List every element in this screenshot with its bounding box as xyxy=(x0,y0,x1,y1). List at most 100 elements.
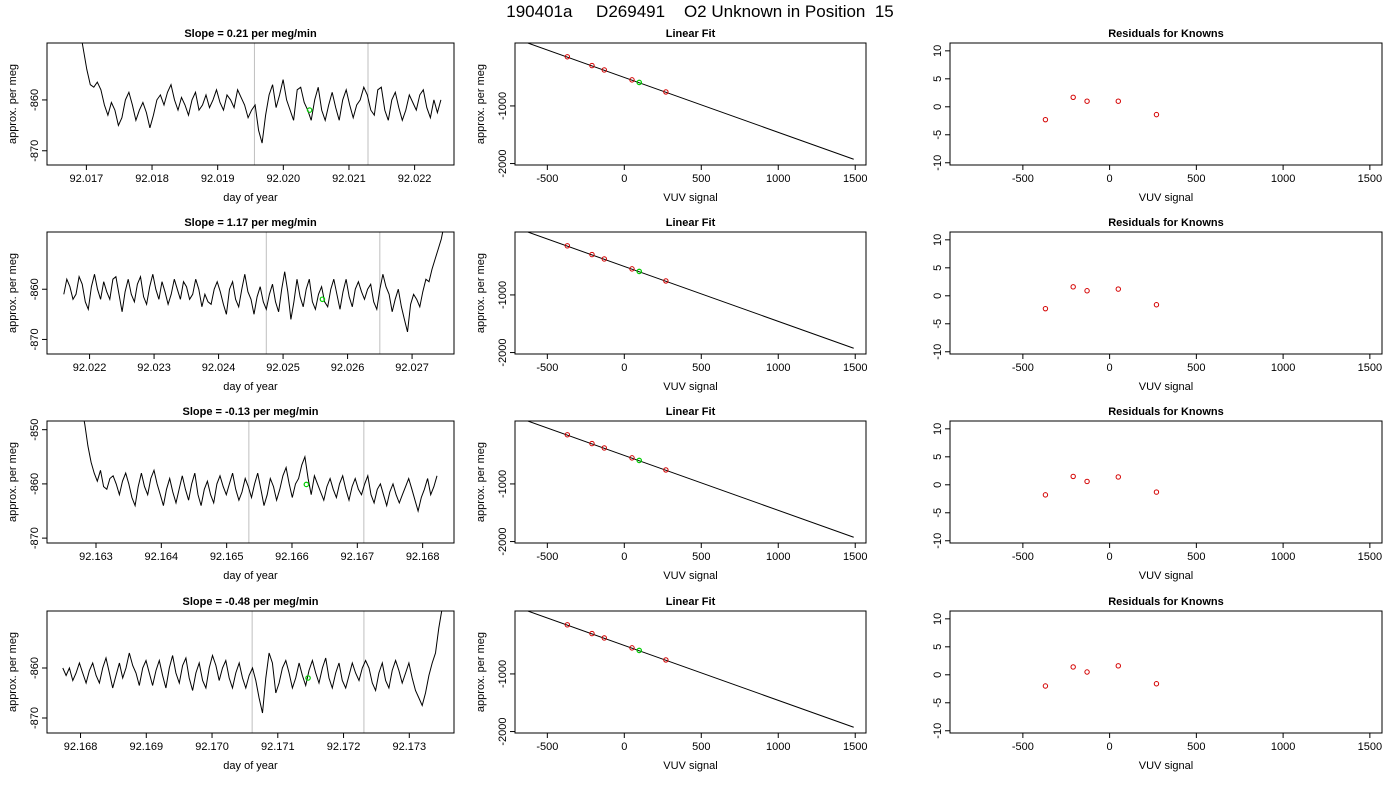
x-tick-label: 1000 xyxy=(1271,551,1295,563)
x-tick-label: 1500 xyxy=(1358,551,1382,563)
known-point xyxy=(564,243,571,249)
y-tick-label: -5 xyxy=(932,130,944,140)
y-tick-label: -1000 xyxy=(497,92,509,120)
x-tick-label: 500 xyxy=(692,362,710,374)
plot-frame xyxy=(46,42,455,166)
x-tick-label: 92.025 xyxy=(266,362,300,374)
residual-point xyxy=(1153,489,1160,495)
known-point xyxy=(601,256,607,262)
y-tick-label: 0 xyxy=(932,293,944,299)
residual-point xyxy=(1042,305,1049,312)
plot-frame xyxy=(514,231,867,355)
y-tick-label: -2000 xyxy=(497,717,509,745)
residual-point xyxy=(1042,492,1049,498)
plot-area xyxy=(526,43,854,160)
y-tick-label: 0 xyxy=(932,672,944,678)
x-tick-label: 92.019 xyxy=(201,173,235,185)
residual-point xyxy=(1153,302,1160,308)
plot-area xyxy=(83,421,438,543)
x-tick-label: 500 xyxy=(1187,173,1205,185)
panel-title: Residuals for Knowns xyxy=(1108,406,1224,418)
plot-area xyxy=(526,421,854,538)
residual-point xyxy=(1084,98,1090,104)
panel-1-0: Slope = 1.17 per meg/min 92.022 92.023 92.0… xyxy=(7,217,455,393)
x-tick-label: 92.163 xyxy=(79,551,113,563)
known-point xyxy=(629,77,635,83)
plot-area xyxy=(62,611,443,733)
residual-point xyxy=(1070,473,1076,480)
y-tick-label: -5 xyxy=(932,508,944,518)
x-tick-label: 92.167 xyxy=(340,551,374,563)
x-tick-label: -500 xyxy=(1012,173,1034,185)
x-tick-label: 92.166 xyxy=(275,551,309,563)
y-tick-label: -860 xyxy=(29,89,41,111)
panel-2-2: Residuals for Knowns -500 0 500 1000 1500 -10 -… xyxy=(932,406,1383,582)
x-tick-label: 0 xyxy=(1107,551,1113,563)
plot-frame xyxy=(514,610,867,734)
x-tick-label: 0 xyxy=(1107,362,1113,374)
y-axis-label: approx. per meg xyxy=(7,442,19,522)
figure-title: 190401a D269491 O2 Unknown in Position 1… xyxy=(506,2,894,21)
x-tick-label: 0 xyxy=(621,173,627,185)
x-tick-label: -500 xyxy=(536,551,558,563)
x-axis-label: VUV signal xyxy=(663,760,717,772)
y-tick-label: -10 xyxy=(932,723,944,739)
data-trace xyxy=(63,232,444,333)
x-axis-label: VUV signal xyxy=(1139,381,1193,393)
y-tick-label: -2000 xyxy=(497,338,509,366)
panel-title: Linear Fit xyxy=(666,596,716,608)
y-tick-label: -2000 xyxy=(497,149,509,177)
average-point xyxy=(306,107,313,113)
x-tick-label: 1000 xyxy=(1271,362,1295,374)
fit-line xyxy=(526,421,854,538)
x-axis-label: VUV signal xyxy=(1139,760,1193,772)
y-tick-label: -1000 xyxy=(497,470,509,498)
x-tick-label: -500 xyxy=(536,362,558,374)
residual-point xyxy=(1115,663,1121,669)
known-point xyxy=(589,440,595,447)
panel-title: Linear Fit xyxy=(666,217,716,229)
residual-point xyxy=(1042,683,1049,689)
panel-3-2: Residuals for Knowns -500 0 500 1000 1500 -10 -… xyxy=(932,596,1383,772)
panel-2-1: Linear Fit -500 0 500 1000 1500 -1000 -2000 VUV … xyxy=(475,406,867,582)
x-tick-label: 92.165 xyxy=(210,551,244,563)
x-tick-label: 0 xyxy=(621,741,627,753)
known-point xyxy=(629,266,635,272)
residual-point xyxy=(1070,94,1076,100)
y-axis-label: approx. per meg xyxy=(7,632,19,712)
y-tick-label: -1000 xyxy=(497,281,509,309)
panel-0-0: Slope = 0.21 per meg/min 92.017 92.018 92.0… xyxy=(7,28,455,204)
y-tick-label: -10 xyxy=(932,155,944,171)
x-tick-label: 92.023 xyxy=(137,362,171,374)
y-tick-label: -10 xyxy=(932,344,944,360)
x-tick-label: 1000 xyxy=(766,173,790,185)
y-axis-label: approx. per meg xyxy=(7,253,19,333)
y-tick-label: 0 xyxy=(932,104,944,110)
plot-area xyxy=(81,43,442,165)
x-tick-label: 92.026 xyxy=(331,362,365,374)
y-tick-label: -5 xyxy=(932,698,944,708)
y-tick-label: 10 xyxy=(932,423,944,435)
x-tick-label: 92.172 xyxy=(327,741,361,753)
x-tick-label: 92.171 xyxy=(261,741,295,753)
x-tick-label: 92.027 xyxy=(395,362,429,374)
plot-area xyxy=(1042,284,1160,312)
y-axis-label: approx. per meg xyxy=(475,632,487,712)
average-point xyxy=(303,481,310,488)
x-tick-label: -500 xyxy=(1012,741,1034,753)
panel-title: Residuals for Knowns xyxy=(1108,217,1224,229)
residual-point xyxy=(1153,111,1160,118)
plot-frame xyxy=(46,231,455,355)
panel-title: Slope = 0.21 per meg/min xyxy=(184,28,317,40)
average-point xyxy=(319,296,326,303)
residual-point xyxy=(1115,286,1121,292)
y-axis-label: approx. per meg xyxy=(475,64,487,144)
x-tick-label: 500 xyxy=(692,173,710,185)
panel-title: Slope = -0.13 per meg/min xyxy=(182,406,318,418)
residual-point xyxy=(1153,681,1160,687)
y-tick-label: -870 xyxy=(29,328,41,350)
y-tick-label: 5 xyxy=(932,454,944,460)
x-tick-label: 92.168 xyxy=(64,741,98,753)
y-tick-label: 10 xyxy=(932,45,944,57)
